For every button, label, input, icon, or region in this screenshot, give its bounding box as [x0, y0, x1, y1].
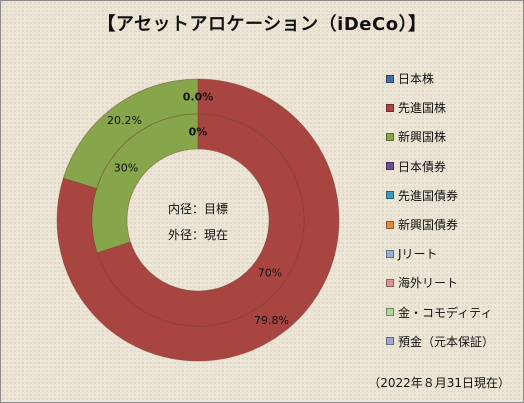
legend-item: 先進国株	[386, 93, 522, 122]
legend-item: 預金（元本保証）	[386, 327, 522, 356]
legend-label: 日本債券	[398, 159, 447, 174]
legend-label: 金・コモディティ	[398, 305, 493, 320]
legend-item: 金・コモディティ	[386, 298, 522, 327]
legend-swatch	[386, 162, 394, 171]
inner-ring-data-label: 30%	[114, 162, 138, 175]
outer-ring-data-label: 79.8%	[254, 314, 289, 327]
legend-swatch	[386, 308, 394, 317]
legend-label: 海外リート	[398, 276, 459, 291]
legend-swatch	[386, 249, 394, 258]
legend-label: 日本株	[398, 72, 435, 87]
center-text-inner: 内径：目標	[168, 202, 228, 216]
legend-item: 海外リート	[386, 268, 522, 297]
inner-ring-slice	[91, 113, 199, 254]
legend-swatch	[386, 220, 394, 229]
outer-ring-data-label: 0.0%	[183, 91, 214, 104]
legend-swatch	[386, 337, 394, 346]
legend-item: 新興国株	[386, 122, 522, 151]
legend-item: 新興国債券	[386, 210, 522, 239]
legend-swatch	[386, 278, 394, 287]
legend-label: 先進国株	[398, 101, 447, 116]
legend-swatch	[386, 74, 394, 83]
legend-item: 日本債券	[386, 152, 522, 181]
legend-label: 新興国株	[398, 130, 447, 145]
as-of-date: （2022年８月31日現在）	[368, 376, 510, 390]
outer-ring-data-label: 20.2%	[107, 114, 142, 127]
inner-ring-data-label: 0%	[189, 126, 208, 139]
chart-title: 【アセットアロケーション（iDeCo）】	[97, 14, 427, 35]
legend-swatch	[386, 103, 394, 112]
legend-swatch	[386, 191, 394, 200]
legend-label: 預金（元本保証）	[398, 334, 495, 349]
legend: 日本株 先進国株 新興国株 日本債券 先進国債券 新興国債券 Jリート 海外リー…	[386, 64, 522, 356]
inner-ring-data-label: 70%	[258, 266, 282, 279]
legend-label: Jリート	[398, 247, 438, 262]
legend-item: 先進国債券	[386, 181, 522, 210]
legend-item: Jリート	[386, 239, 522, 268]
center-text-outer: 外径：現在	[168, 228, 228, 242]
legend-item: 日本株	[386, 64, 522, 93]
legend-label: 新興国債券	[398, 218, 459, 233]
legend-swatch	[386, 132, 394, 141]
inner-ring-slice	[96, 113, 305, 327]
legend-label: 先進国債券	[398, 188, 459, 203]
